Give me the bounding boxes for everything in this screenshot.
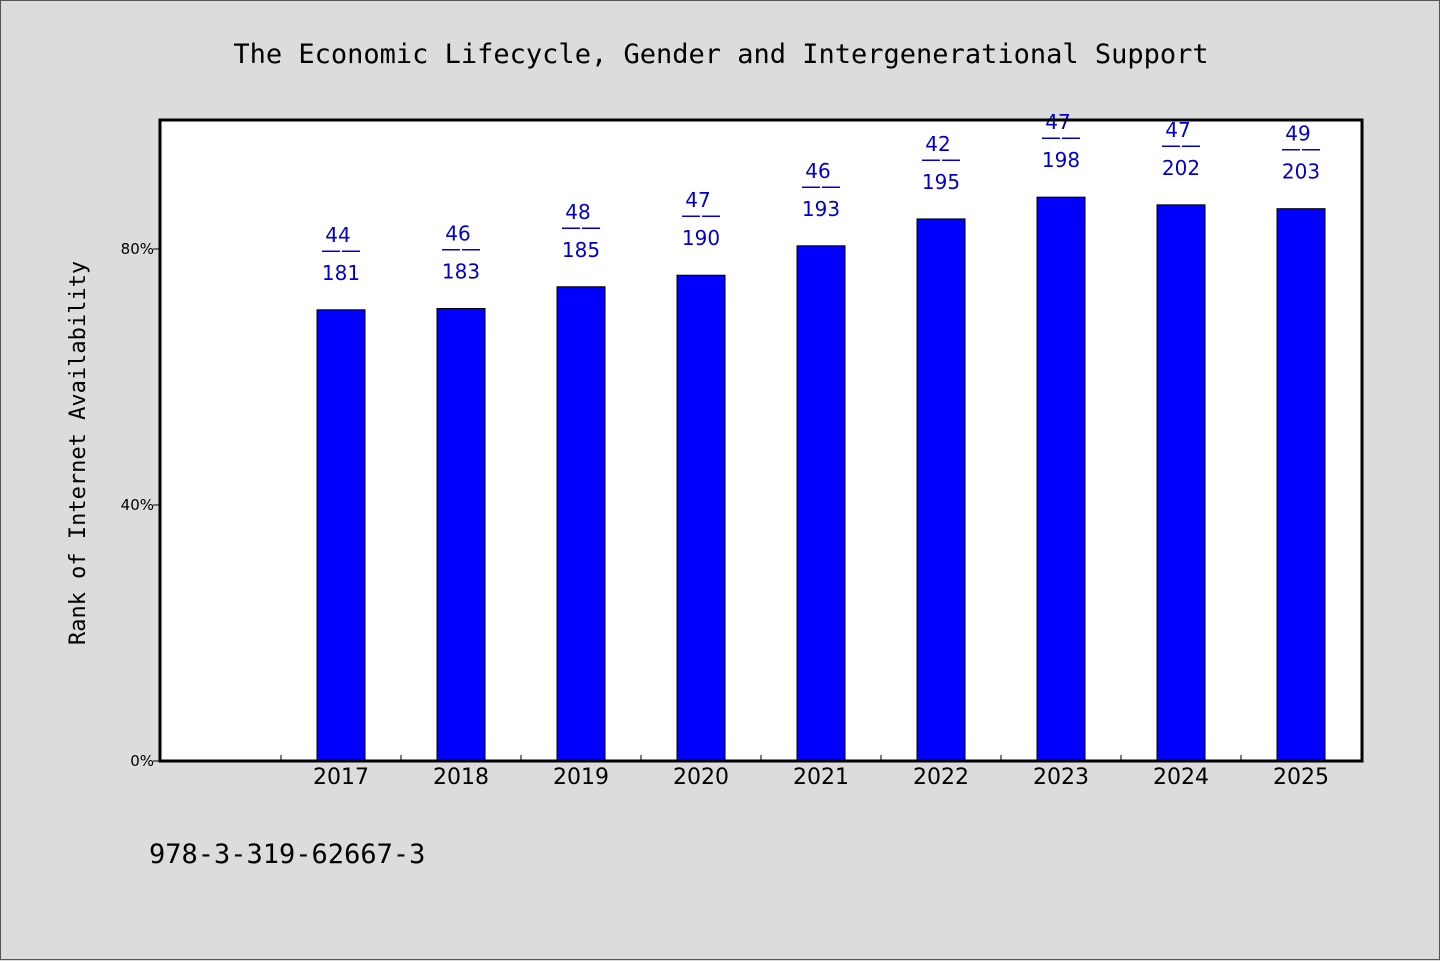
data-label-top: 47 — [1165, 118, 1190, 142]
data-label-separator: —— — [681, 203, 721, 227]
data-label-bottom: 202 — [1162, 156, 1200, 180]
x-tick-label: 2019 — [553, 765, 609, 790]
bar-2024 — [1156, 204, 1206, 762]
y-axis-label: Rank of Internet Availability — [66, 261, 91, 645]
bar-2018 — [436, 308, 486, 762]
x-tick-label: 2018 — [433, 765, 489, 790]
x-tick-label: 2020 — [673, 765, 729, 790]
data-label-top: 46 — [805, 159, 830, 183]
data-label-separator: —— — [441, 237, 481, 261]
bar-2023 — [1036, 196, 1086, 762]
x-tick-label: 2024 — [1153, 765, 1209, 790]
data-label-separator: —— — [801, 174, 841, 198]
data-label-separator: —— — [1281, 137, 1321, 161]
data-label-top: 46 — [445, 222, 470, 246]
footer-isbn: 978-3-319-62667-3 — [149, 839, 425, 870]
x-tick-label: 2022 — [913, 765, 969, 790]
data-label-top: 48 — [565, 200, 590, 224]
chart-title: The Economic Lifecycle, Gender and Inter… — [233, 39, 1208, 70]
bar-2020 — [676, 274, 726, 762]
plot-border — [158, 118, 1364, 763]
data-label-top: 44 — [325, 223, 350, 247]
x-tick-label: 2017 — [313, 765, 369, 790]
x-tick-label: 2021 — [793, 765, 849, 790]
bar-2017 — [316, 309, 366, 762]
data-label-separator: —— — [1041, 125, 1081, 149]
data-label-top: 49 — [1285, 122, 1310, 146]
data-label-bottom: 195 — [922, 170, 960, 194]
data-label-separator: —— — [1161, 133, 1201, 157]
data-label-separator: —— — [321, 238, 361, 262]
ticks-group: 0% 40% 80% 2017 2018 2019 2020 2021 2022 2023 2024… — [121, 240, 1362, 790]
data-label-separator: —— — [921, 147, 961, 171]
data-label-bottom: 183 — [442, 260, 480, 284]
y-tick-label: 80% — [121, 240, 154, 258]
bar-2021 — [796, 245, 846, 762]
data-label-bottom: 203 — [1282, 160, 1320, 184]
data-label-bottom: 181 — [322, 261, 360, 285]
data-label-top: 47 — [685, 188, 710, 212]
x-tick-label: 2025 — [1273, 765, 1329, 790]
data-label-separator: —— — [561, 215, 601, 239]
data-label-bottom: 185 — [562, 238, 600, 262]
bar-2019 — [556, 286, 606, 762]
x-tick-label: 2023 — [1033, 765, 1089, 790]
y-tick-label: 40% — [121, 496, 154, 514]
data-label-bottom: 198 — [1042, 148, 1080, 172]
data-label-bottom: 193 — [802, 197, 840, 221]
bars-group — [316, 196, 1326, 762]
data-label-bottom: 190 — [682, 226, 720, 250]
bar-2025 — [1276, 208, 1326, 762]
bar-2022 — [916, 218, 966, 762]
data-label-top: 42 — [925, 132, 950, 156]
y-tick-label: 0% — [130, 752, 154, 770]
data-label-top: 47 — [1045, 110, 1070, 134]
